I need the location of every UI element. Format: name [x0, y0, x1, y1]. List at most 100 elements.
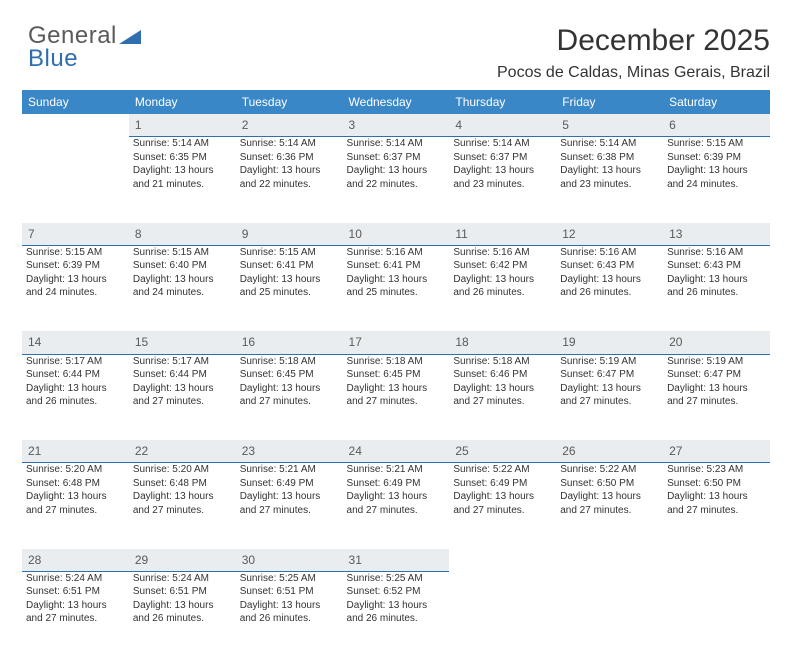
day-cell-line: Daylight: 13 hours — [347, 273, 446, 287]
day-number: 29 — [129, 549, 236, 572]
day-cell-line: and 22 minutes. — [347, 178, 446, 192]
day-cell: Sunrise: 5:24 AMSunset: 6:51 PMDaylight:… — [22, 571, 129, 657]
day-cell: Sunrise: 5:17 AMSunset: 6:44 PMDaylight:… — [22, 354, 129, 440]
day-content-row: Sunrise: 5:20 AMSunset: 6:48 PMDaylight:… — [22, 463, 770, 549]
day-cell: Sunrise: 5:16 AMSunset: 6:42 PMDaylight:… — [449, 245, 556, 331]
day-cell-line: Sunrise: 5:25 AM — [240, 572, 339, 586]
day-cell-line: and 27 minutes. — [667, 395, 766, 409]
day-cell-line: Sunset: 6:44 PM — [133, 368, 232, 382]
day-cell-line: Sunrise: 5:14 AM — [347, 137, 446, 151]
day-number: 28 — [22, 549, 129, 572]
day-number: 14 — [22, 331, 129, 354]
day-cell-line: Daylight: 13 hours — [347, 164, 446, 178]
day-cell — [663, 571, 770, 657]
day-number-row: 21222324252627 — [22, 440, 770, 463]
day-cell-line: Daylight: 13 hours — [667, 382, 766, 396]
day-number: 19 — [556, 331, 663, 354]
day-cell-line: Sunset: 6:47 PM — [560, 368, 659, 382]
day-cell-line: Sunset: 6:37 PM — [347, 151, 446, 165]
day-content-row: Sunrise: 5:15 AM Sunset: 6:39 PM Daylight:… — [22, 245, 770, 331]
day-cell: Sunrise: 5:16 AMSunset: 6:41 PMDaylight:… — [343, 245, 450, 331]
day-number — [556, 549, 663, 572]
day-content-row: Sunrise: 5:14 AMSunset: 6:35 PMDaylight:… — [22, 137, 770, 223]
day-cell-line: Daylight: 13 hours — [560, 164, 659, 178]
day-cell-line: Sunset: 6:45 PM — [240, 368, 339, 382]
day-cell-line: Sunrise: 5:16 AM — [667, 246, 766, 260]
day-cell: Sunrise: 5:21 AMSunset: 6:49 PMDaylight:… — [236, 463, 343, 549]
day-header: Saturday — [663, 90, 770, 114]
day-cell-line: Daylight: 13 hours — [347, 382, 446, 396]
day-cell-line: Sunset: 6:39 PM — [26, 259, 125, 273]
day-cell-line: Sunrise: 5:25 AM — [347, 572, 446, 586]
day-cell-line: Sunrise: 5:14 AM — [560, 137, 659, 151]
day-cell-line: Sunset: 6:45 PM — [347, 368, 446, 382]
day-number: 9 — [236, 223, 343, 246]
day-cell-line: Sunrise: 5:15 AM — [240, 246, 339, 260]
day-cell: Sunrise: 5:14 AMSunset: 6:36 PMDaylight:… — [236, 137, 343, 223]
day-number: 2 — [236, 114, 343, 137]
day-cell — [22, 137, 129, 223]
day-cell-line: and 26 minutes. — [133, 612, 232, 626]
day-cell-line: Daylight: 13 hours — [26, 382, 125, 396]
day-cell-line: and 26 minutes. — [347, 612, 446, 626]
day-cell: Sunrise: 5:18 AMSunset: 6:45 PMDaylight:… — [343, 354, 450, 440]
day-cell-line: Sunrise: 5:24 AM — [133, 572, 232, 586]
day-cell-line: Sunrise: 5:18 AM — [453, 355, 552, 369]
day-number: 27 — [663, 440, 770, 463]
day-cell-line: Daylight: 13 hours — [453, 490, 552, 504]
day-cell-line: Sunrise: 5:16 AM — [453, 246, 552, 260]
day-cell-line: Sunrise: 5:14 AM — [453, 137, 552, 151]
day-cell-line: Daylight: 13 hours — [240, 164, 339, 178]
day-cell-line: Daylight: 13 hours — [667, 490, 766, 504]
day-cell-line: Sunset: 6:48 PM — [133, 477, 232, 491]
day-cell-line: Daylight: 13 hours — [240, 490, 339, 504]
day-cell-line: and 24 minutes. — [667, 178, 766, 192]
day-cell-line: Daylight: 13 hours — [347, 599, 446, 613]
day-number: 26 — [556, 440, 663, 463]
day-number: 18 — [449, 331, 556, 354]
day-number: 21 — [22, 440, 129, 463]
day-cell-line: Sunrise: 5:20 AM — [133, 463, 232, 477]
day-cell-line: Daylight: 13 hours — [133, 273, 232, 287]
day-cell-line: Sunset: 6:48 PM — [26, 477, 125, 491]
day-header: Tuesday — [236, 90, 343, 114]
day-cell-line: Sunset: 6:47 PM — [667, 368, 766, 382]
day-number: 23 — [236, 440, 343, 463]
day-number: 24 — [343, 440, 450, 463]
day-cell: Sunrise: 5:19 AMSunset: 6:47 PMDaylight:… — [556, 354, 663, 440]
day-cell-line: Daylight: 13 hours — [453, 164, 552, 178]
day-number: 6 — [663, 114, 770, 137]
day-cell-line: Sunset: 6:36 PM — [240, 151, 339, 165]
day-cell-line: Sunrise: 5:18 AM — [347, 355, 446, 369]
day-cell-line: and 27 minutes. — [133, 395, 232, 409]
day-cell: Sunrise: 5:21 AMSunset: 6:49 PMDaylight:… — [343, 463, 450, 549]
day-cell-line: Sunset: 6:44 PM — [26, 368, 125, 382]
day-cell-line: Sunrise: 5:18 AM — [240, 355, 339, 369]
day-number: 4 — [449, 114, 556, 137]
day-cell-line: Sunrise: 5:23 AM — [667, 463, 766, 477]
day-cell-line: Sunset: 6:49 PM — [240, 477, 339, 491]
day-number: 16 — [236, 331, 343, 354]
day-header: Friday — [556, 90, 663, 114]
day-cell-line: and 27 minutes. — [347, 504, 446, 518]
day-number: 22 — [129, 440, 236, 463]
day-content-row: Sunrise: 5:24 AM Sunset: 6:51 PM Daylight:… — [22, 571, 770, 657]
day-cell-line: Sunrise: 5:16 AM — [347, 246, 446, 260]
day-cell-line: Sunrise: 5:21 AM — [240, 463, 339, 477]
day-cell-line: and 27 minutes. — [26, 612, 125, 626]
day-cell-line: and 27 minutes. — [453, 504, 552, 518]
day-cell: Sunrise: 5:20 AMSunset: 6:48 PMDaylight:… — [22, 463, 129, 549]
logo-text-2: Blue — [28, 45, 78, 72]
day-number — [449, 549, 556, 572]
day-number: 13 — [663, 223, 770, 246]
day-number: 12 — [556, 223, 663, 246]
day-cell: Sunrise: 5:23 AMSunset: 6:50 PMDaylight:… — [663, 463, 770, 549]
day-cell-line: Daylight: 13 hours — [133, 164, 232, 178]
day-cell-line: Daylight: 13 hours — [453, 382, 552, 396]
day-cell-line: and 26 minutes. — [26, 395, 125, 409]
day-cell-line: Sunset: 6:51 PM — [26, 585, 125, 599]
day-cell-line: and 27 minutes. — [26, 504, 125, 518]
day-number-row: 28293031 — [22, 549, 770, 572]
day-cell-line: Sunset: 6:46 PM — [453, 368, 552, 382]
day-cell-line: Sunset: 6:51 PM — [240, 585, 339, 599]
